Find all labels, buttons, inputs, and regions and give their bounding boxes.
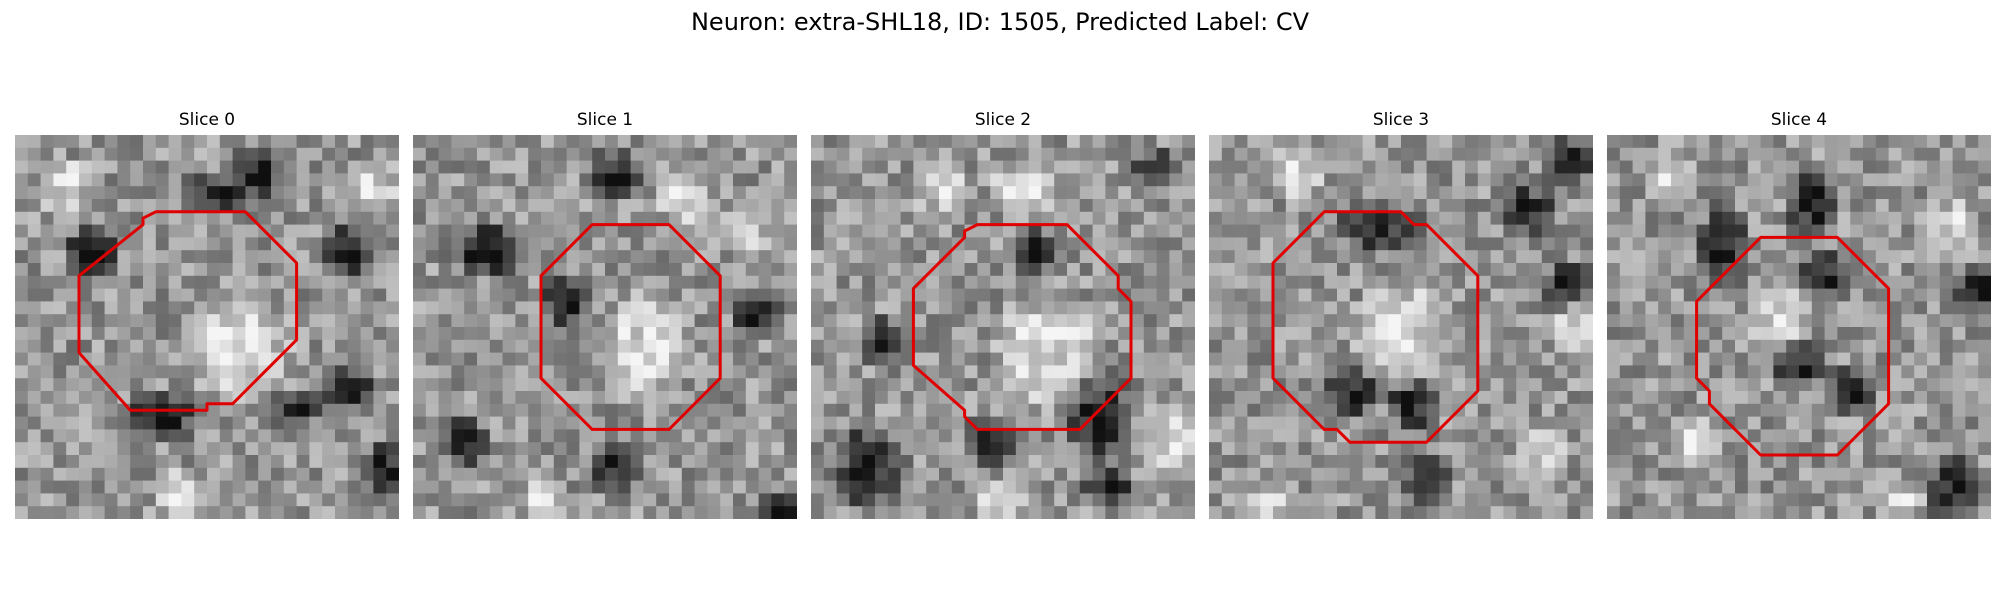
slice-panel-3: Slice 3 <box>1209 108 1593 519</box>
slice-title-1: Slice 1 <box>576 110 634 130</box>
slice-title-2: Slice 2 <box>974 110 1032 130</box>
grayscale-texture <box>413 135 797 519</box>
grayscale-texture <box>1607 135 1991 519</box>
slice-image-0 <box>15 135 399 519</box>
slice-image-2 <box>811 135 1195 519</box>
grayscale-texture <box>1209 135 1593 519</box>
neuron-contour <box>1271 210 1480 444</box>
slice-title-3: Slice 3 <box>1372 110 1430 130</box>
slice-image-3 <box>1209 135 1593 519</box>
slice-image-1 <box>413 135 797 519</box>
slice-image-4 <box>1607 135 1991 519</box>
neuron-contour <box>539 223 722 431</box>
grayscale-texture <box>15 135 399 519</box>
figure-title: Neuron: extra-SHL18, ID: 1505, Predicted… <box>690 8 1310 36</box>
slice-panel-0: Slice 0 <box>15 108 399 519</box>
neuron-contour <box>911 223 1133 431</box>
slice-panel-4: Slice 4 <box>1607 108 1991 519</box>
slice-title-0: Slice 0 <box>178 110 236 130</box>
slice-title-4: Slice 4 <box>1770 110 1828 130</box>
slice-panel-1: Slice 1 <box>413 108 797 519</box>
neuron-contour <box>1695 235 1891 457</box>
grayscale-texture <box>811 135 1195 519</box>
neuron-contour <box>77 210 299 412</box>
slice-panel-2: Slice 2 <box>811 108 1195 519</box>
